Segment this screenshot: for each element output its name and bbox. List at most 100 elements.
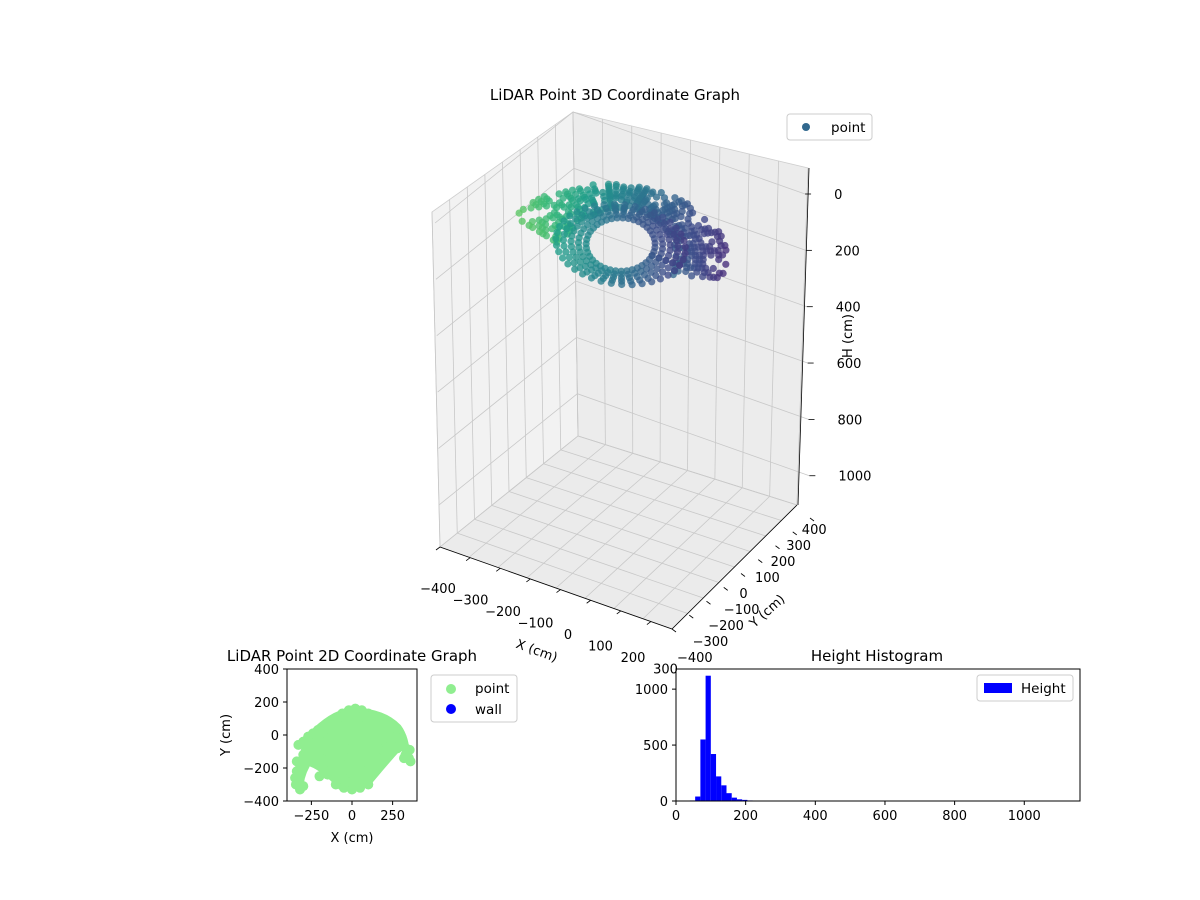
y-tick-label: 400 — [802, 523, 827, 538]
y-tick-label: 300 — [786, 539, 811, 554]
point-3d — [516, 210, 523, 217]
point-3d — [682, 250, 689, 257]
point-3d — [618, 281, 625, 288]
2d-point — [405, 745, 415, 755]
y-tick-mark — [793, 532, 797, 535]
2d-legend-label-point: point — [475, 681, 509, 697]
2d-x-tick-label: 250 — [380, 809, 405, 824]
2d-x-axis-label: X (cm) — [331, 831, 374, 846]
point-3d — [629, 281, 636, 288]
point-3d — [553, 229, 560, 236]
point-3d — [555, 248, 562, 255]
point-3d — [608, 280, 615, 287]
point-3d — [677, 231, 684, 238]
histogram-bar — [711, 754, 716, 801]
x-tick-label: −300 — [453, 594, 489, 609]
2d-point — [360, 773, 370, 783]
point-3d — [598, 278, 605, 285]
y-tick-mark — [810, 518, 814, 521]
2d-y-tick-label: 400 — [254, 663, 279, 678]
z-tick-label: 0 — [834, 188, 842, 203]
x-tick-label: −400 — [420, 582, 456, 597]
hist-x-tick-label: 200 — [733, 809, 758, 824]
histogram-bar — [695, 797, 700, 801]
x-tick-mark — [496, 568, 500, 571]
point-3d — [526, 222, 533, 229]
x-tick-label: 100 — [588, 640, 613, 655]
3d-legend-marker-point — [802, 123, 810, 131]
2d-legend-marker-point — [446, 684, 456, 694]
point-3d — [571, 259, 578, 266]
2d-y-tick-label: −400 — [243, 795, 279, 810]
2d-y-tick-label: 200 — [254, 696, 279, 711]
axes-3d: LiDAR Point 3D Coordinate Graph −400−300… — [420, 86, 872, 678]
hist-x-tick-label: 0 — [672, 809, 680, 824]
point-3d — [665, 264, 672, 271]
point-3d — [682, 243, 689, 250]
point-3d — [527, 204, 534, 211]
z-tick-label: 800 — [838, 413, 863, 428]
x-tick-mark — [466, 558, 470, 561]
hist-x-tick-label: 1000 — [1008, 809, 1041, 824]
point-3d — [682, 268, 689, 275]
point-3d — [566, 254, 573, 261]
z-tick-label: 200 — [835, 244, 860, 259]
y-tick-label: 0 — [739, 587, 747, 602]
hist-y-tick-label: 1000 — [635, 683, 668, 698]
y-tick-label: 200 — [771, 555, 796, 570]
x-tick-label: −200 — [485, 605, 521, 620]
3d-legend: point — [787, 114, 872, 140]
2d-y-tick-label: −200 — [243, 762, 279, 777]
point-3d — [722, 261, 729, 268]
point-3d — [553, 242, 560, 249]
point-3d — [657, 275, 664, 282]
x-tick-mark — [587, 600, 591, 603]
2d-legend-marker-wall — [446, 704, 456, 714]
2d-point — [315, 771, 325, 781]
z-tick-label: 1000 — [838, 470, 871, 485]
hist-x-tick-label: 400 — [803, 809, 828, 824]
histogram-bar — [700, 739, 705, 801]
hist-x-tick-label: 600 — [873, 809, 898, 824]
point-3d — [639, 280, 646, 287]
x-tick-label: 300 — [653, 663, 678, 678]
histogram-ticks: 0 200 400 600 800 100005001000 — [635, 683, 1041, 824]
2d-point — [376, 755, 386, 765]
2d-y-tick-label: 0 — [271, 729, 279, 744]
point-3d — [549, 214, 556, 221]
axes-height-histogram: Height Histogram 0 200 400 600 800 1000 0 500 10… — [635, 647, 1080, 824]
y-tick-label: −200 — [708, 619, 744, 634]
hist-x-tick-label: 800 — [942, 809, 967, 824]
y-tick-mark — [776, 546, 780, 549]
2d-point — [298, 781, 308, 791]
x-tick-label: 0 — [564, 628, 572, 643]
2d-point — [302, 747, 312, 757]
hist-y-tick-label: 0 — [660, 795, 668, 810]
2d-scatter-points — [290, 704, 415, 795]
x-tick-mark — [526, 579, 530, 582]
point-3d — [579, 270, 586, 277]
point-3d — [706, 274, 713, 281]
y-tick-mark — [724, 587, 728, 590]
histogram-bar — [706, 676, 711, 801]
2d-x-tick-label: 0 — [348, 809, 356, 824]
histogram-bar — [721, 785, 726, 801]
point-3d — [701, 216, 708, 223]
y-tick-mark — [689, 615, 693, 618]
histogram-bar — [732, 798, 737, 801]
point-3d — [707, 252, 714, 259]
x-tick-mark — [436, 547, 440, 550]
histogram-bar — [716, 776, 721, 801]
x-tick-label: −100 — [518, 617, 554, 632]
point-3d — [676, 262, 683, 269]
point-3d — [688, 272, 695, 279]
x-tick-label: 200 — [621, 651, 646, 666]
point-3d — [588, 274, 595, 281]
x-tick-mark — [617, 611, 621, 614]
y-tick-label: −400 — [677, 651, 713, 666]
point-3d — [536, 228, 543, 235]
y-tick-mark — [741, 574, 745, 577]
histogram-legend-label: Height — [1021, 681, 1066, 697]
point-3d — [571, 266, 578, 273]
